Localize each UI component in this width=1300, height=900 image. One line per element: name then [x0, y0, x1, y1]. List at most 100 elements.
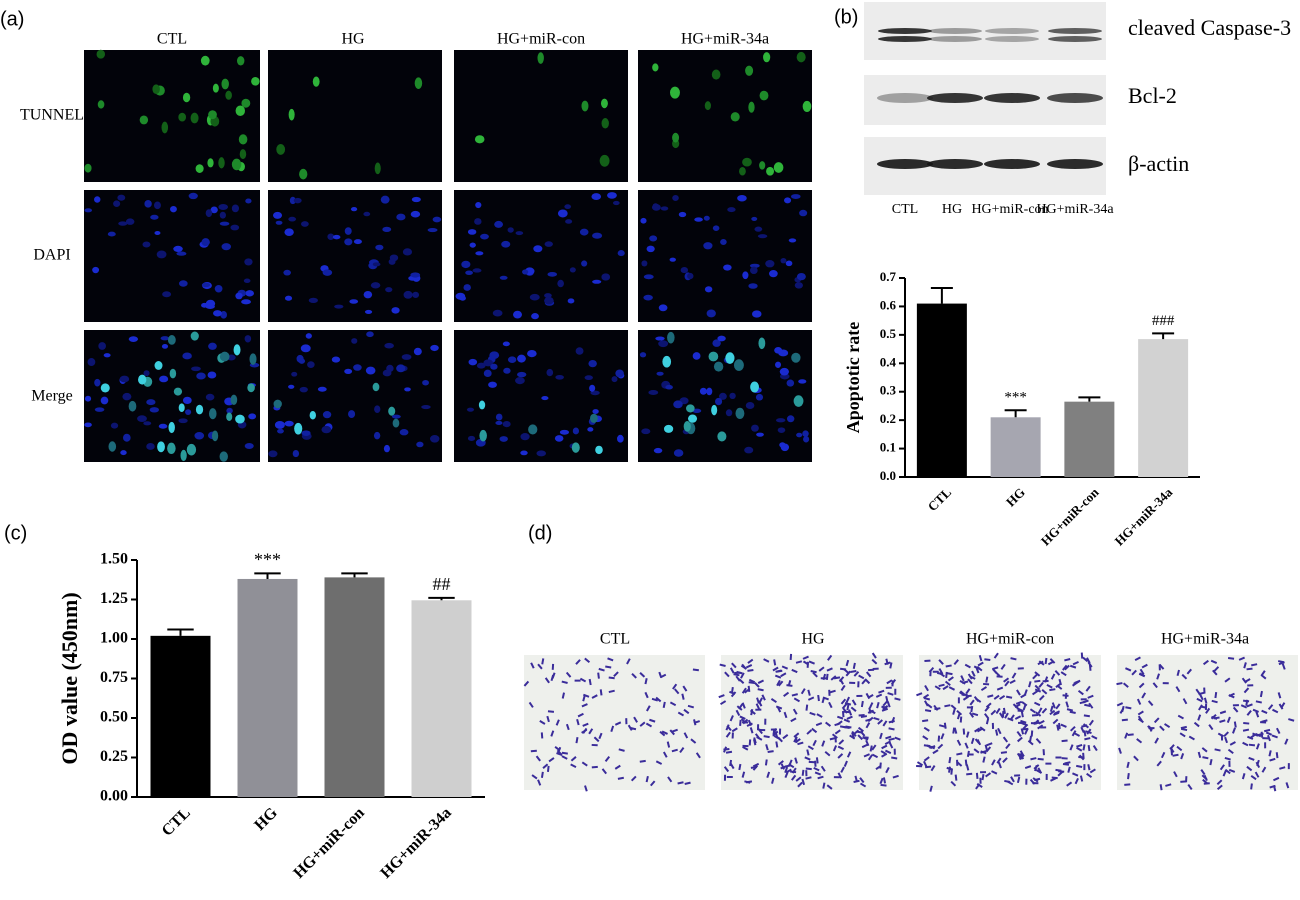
- cell: [806, 729, 813, 735]
- cell: [859, 730, 866, 737]
- bar: [1064, 401, 1115, 477]
- nucleus: [750, 266, 758, 275]
- nucleus: [235, 292, 243, 300]
- cell: [857, 726, 864, 733]
- nucleus: [742, 271, 749, 280]
- cell: [956, 752, 963, 756]
- cell: [853, 779, 860, 784]
- cell: [747, 669, 754, 672]
- nucleus: [541, 396, 549, 401]
- nucleus: [495, 413, 503, 421]
- nucleus: [366, 331, 374, 338]
- nucleus: [584, 375, 593, 381]
- nucleus: [547, 271, 558, 277]
- nucleus: [756, 432, 764, 437]
- cell: [739, 719, 742, 726]
- cell: [1047, 660, 1055, 666]
- cell: [871, 753, 879, 759]
- cell: [805, 767, 812, 771]
- cell: [546, 715, 550, 723]
- cell: [1228, 692, 1235, 697]
- cell: [948, 766, 951, 773]
- cell: [820, 765, 826, 772]
- cell: [1122, 682, 1129, 688]
- bar: [324, 577, 385, 797]
- nucleus: [579, 228, 589, 236]
- cell: [1227, 657, 1235, 660]
- cell: [1083, 730, 1087, 737]
- nucleus: [480, 233, 489, 240]
- nucleus: [501, 240, 511, 248]
- cell: [731, 727, 738, 733]
- apoptotic-cell: [233, 344, 241, 356]
- cell: [528, 701, 534, 708]
- cell: [649, 718, 656, 723]
- cell: [1210, 659, 1218, 664]
- cell: [1243, 687, 1250, 694]
- cell: [923, 726, 930, 732]
- cell: [822, 673, 827, 681]
- cell: [850, 670, 857, 673]
- cell: [1228, 768, 1236, 773]
- cell: [1281, 663, 1286, 670]
- nucleus: [515, 377, 525, 385]
- cell: [840, 698, 847, 705]
- cell: [964, 742, 969, 749]
- nucleus: [162, 291, 172, 298]
- cell: [923, 697, 931, 701]
- nucleus: [591, 193, 602, 200]
- apoptotic-cell: [235, 105, 246, 117]
- apoptotic-cell: [748, 101, 755, 113]
- cell: [966, 772, 973, 776]
- cell: [946, 672, 953, 676]
- cell: [561, 755, 568, 760]
- cell: [1156, 760, 1162, 767]
- cell: [1087, 764, 1091, 771]
- cell: [677, 781, 684, 785]
- cell: [582, 722, 589, 727]
- cell: [882, 777, 887, 784]
- apoptotic-cell: [711, 404, 718, 416]
- cell: [1197, 751, 1202, 759]
- cell: [1004, 712, 1009, 719]
- cell: [1020, 711, 1024, 718]
- cell: [627, 724, 633, 731]
- nucleus: [692, 408, 702, 413]
- blot-band: [927, 93, 983, 103]
- cell: [923, 756, 930, 762]
- cell: [666, 741, 671, 748]
- cell: [1131, 669, 1137, 676]
- cell: [1062, 762, 1070, 766]
- nucleus: [205, 304, 215, 309]
- apoptotic-cell: [178, 403, 185, 412]
- cell: [1119, 707, 1125, 714]
- nucleus: [382, 369, 392, 377]
- nucleus: [495, 420, 503, 426]
- nucleus: [344, 238, 353, 246]
- cell: [1061, 739, 1068, 743]
- cell: [845, 696, 851, 703]
- cell: [851, 699, 857, 706]
- cell: [1086, 657, 1091, 664]
- cell: [965, 694, 972, 698]
- cell: [1022, 704, 1027, 711]
- cell: [735, 709, 741, 717]
- apoptotic-cell: [759, 90, 769, 101]
- apoptotic-cell: [207, 158, 214, 168]
- cell: [793, 736, 798, 743]
- nucleus: [283, 269, 291, 276]
- cell: [954, 774, 958, 781]
- nucleus: [117, 194, 126, 201]
- cell: [1159, 784, 1163, 791]
- cell: [984, 658, 991, 661]
- cell: [1224, 768, 1231, 775]
- nucleus: [520, 450, 528, 456]
- band-label: β-actin: [1128, 151, 1189, 176]
- cell: [956, 739, 962, 746]
- cell: [1216, 784, 1223, 791]
- blot-band: [1047, 159, 1103, 169]
- apoptotic-cell: [152, 84, 160, 95]
- nucleus: [641, 260, 648, 267]
- cell: [1066, 781, 1073, 787]
- x-tick-label: HG+miR-con: [290, 804, 368, 882]
